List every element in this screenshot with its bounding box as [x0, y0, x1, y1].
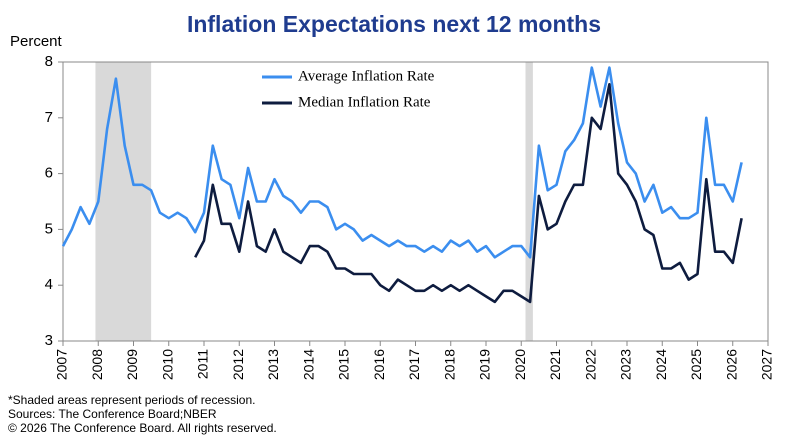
x-tick-label: 2020 — [512, 349, 528, 380]
footnote: © 2026 The Conference Board. All rights … — [8, 421, 277, 435]
x-tick-label: 2013 — [265, 349, 281, 380]
y-tick-label: 4 — [45, 276, 53, 293]
x-tick-label: 2016 — [371, 349, 387, 380]
x-tick-label: 2024 — [653, 349, 669, 380]
x-tick-label: 2009 — [124, 349, 140, 380]
y-tick-label: 3 — [45, 332, 53, 349]
x-tick-label: 2023 — [618, 349, 634, 380]
x-tick-label: 2014 — [300, 349, 316, 380]
x-tick-label: 2015 — [336, 349, 352, 380]
footnote: Sources: The Conference Board;NBER — [8, 407, 217, 421]
y-tick-label: 5 — [45, 220, 53, 237]
y-axis-label: Percent — [10, 33, 63, 50]
x-tick-label: 2022 — [582, 349, 598, 380]
x-tick-label: 2019 — [477, 349, 493, 380]
x-tick-label: 2021 — [547, 349, 563, 380]
x-tick-label: 2008 — [89, 349, 105, 380]
x-tick-label: 2012 — [230, 349, 246, 380]
x-tick-label: 2010 — [159, 349, 175, 380]
x-tick-label: 2026 — [723, 349, 739, 380]
legend-label: Average Inflation Rate — [298, 68, 435, 84]
y-tick-label: 6 — [45, 165, 53, 182]
legend-label: Median Inflation Rate — [298, 94, 431, 110]
recession-band — [525, 62, 533, 341]
chart-title: Inflation Expectations next 12 months — [187, 11, 601, 37]
footnote: *Shaded areas represent periods of reces… — [8, 393, 255, 407]
x-tick-label: 2018 — [441, 349, 457, 380]
x-tick-label: 2007 — [54, 349, 70, 380]
series-line — [194, 83, 743, 304]
x-tick-label: 2025 — [688, 349, 704, 380]
y-tick-label: 7 — [45, 109, 53, 126]
recession-band — [95, 62, 152, 341]
x-tick-label: 2017 — [406, 349, 422, 380]
x-tick-label: 2027 — [759, 349, 775, 380]
y-tick-label: 8 — [45, 53, 53, 70]
series-line — [61, 66, 743, 259]
x-tick-label: 2011 — [195, 349, 211, 379]
